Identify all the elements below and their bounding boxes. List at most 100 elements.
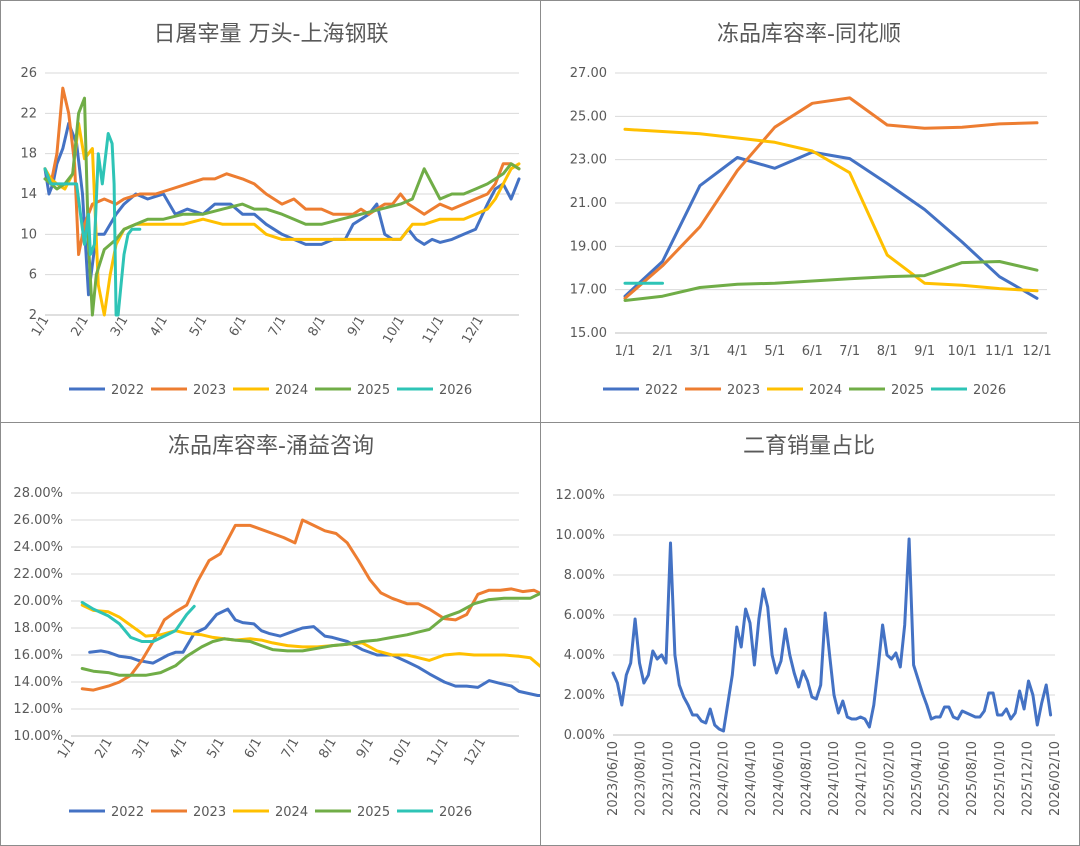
chart-title: 冻品库容率-涌益咨询: [168, 434, 374, 459]
series-line-2026: [80, 600, 196, 643]
x-tick-label: 2024/08/10: [799, 741, 814, 816]
x-tick-label: 2025/04/10: [910, 741, 925, 816]
series-line-2023: [43, 86, 521, 256]
x-tick-label: 5/1: [204, 736, 227, 762]
x-tick-label: 2023/12/10: [689, 741, 704, 816]
x-tick-label: 10/1: [387, 736, 415, 769]
x-tick-label: 7/1: [839, 344, 860, 359]
x-tick-label: 2024/02/10: [717, 741, 732, 816]
x-tick-label: 11/1: [985, 344, 1014, 359]
y-tick-label: 2: [29, 308, 37, 323]
legend-label: 2024: [275, 383, 308, 398]
y-tick-label: 22: [20, 106, 37, 121]
x-tick-label: 3/1: [689, 344, 710, 359]
x-tick-label: 11/1: [420, 314, 448, 347]
series-line-2026: [43, 132, 142, 317]
x-tick-label: 4/1: [167, 736, 190, 762]
legend-label: 2023: [193, 383, 226, 398]
x-tick-label: 2025/02/10: [882, 741, 897, 816]
y-tick-label: 8.00%: [564, 568, 605, 583]
x-tick-label: 8/1: [877, 344, 898, 359]
legend-label: 2024: [809, 383, 842, 398]
y-tick-label: 25.00: [570, 109, 607, 124]
y-tick-label: 21.00: [570, 196, 607, 211]
x-tick-label: 9/1: [345, 314, 368, 340]
x-tick-label: 6/1: [242, 736, 265, 762]
series-line-2024: [43, 121, 521, 317]
panel-reraise-share: 二育销量占比 0.00% 2.00% 4.00% 6.00% 8.00% 10.00% 12.…: [540, 422, 1080, 846]
x-tick-label: 3/1: [130, 736, 153, 762]
chart-title: 日屠宰量 万头-上海钢联: [154, 22, 389, 47]
legend-label: 2026: [973, 383, 1006, 398]
legend-label: 2025: [891, 383, 924, 398]
x-tick-label: 2024/04/10: [744, 741, 759, 816]
panel-frozen-ths: 冻品库容率-同花顺 15.00 17.00 19.00 21.00 23.00 25.00 2…: [540, 0, 1080, 423]
y-tick-label: 10.00%: [13, 729, 63, 744]
y-tick-label: 12.00%: [13, 702, 63, 717]
x-tick-label: 2023/08/10: [634, 741, 649, 816]
chart-title: 二育销量占比: [743, 434, 875, 459]
series-line-2023: [80, 518, 540, 692]
x-tick-label: 6/1: [802, 344, 823, 359]
series-line-2023: [623, 96, 1039, 300]
y-tick-label: 16.00%: [13, 648, 63, 663]
y-tick-label: 12.00%: [555, 488, 605, 503]
series-line-2022: [88, 607, 540, 697]
y-tick-label: 0.00%: [564, 728, 605, 743]
y-tick-label: 17.00: [570, 283, 607, 298]
x-tick-label: 10/1: [380, 314, 408, 347]
legend-label: 2022: [645, 383, 678, 398]
y-tick-label: 22.00%: [13, 567, 63, 582]
legend-label: 2022: [111, 383, 144, 398]
reraise-share-chart: 二育销量占比 0.00% 2.00% 4.00% 6.00% 8.00% 10.00% 12.…: [555, 434, 1063, 816]
y-tick-label: 18.00%: [13, 621, 63, 636]
x-tick-label: 12/1: [1022, 344, 1051, 359]
x-tick-label: 2025/12/10: [1020, 741, 1035, 816]
x-tick-label: 2/1: [652, 344, 673, 359]
y-tick-label: 15.00: [570, 326, 607, 341]
legend-label: 2025: [357, 805, 390, 820]
legend-label: 2023: [193, 805, 226, 820]
y-tick-label: 14: [20, 187, 37, 202]
y-tick-label: 26: [20, 66, 37, 81]
panel-frozen-yongyi: 冻品库容率-涌益咨询 10.00% 12.00% 14.00% 16.00% 18.00%…: [0, 422, 541, 846]
y-tick-label: 23.00: [570, 153, 607, 168]
x-tick-label: 10/1: [947, 344, 976, 359]
y-tick-label: 24.00%: [13, 540, 63, 555]
x-tick-label: 1/1: [615, 344, 636, 359]
legend-label: 2026: [439, 383, 472, 398]
x-tick-label: 6/1: [227, 314, 250, 340]
y-tick-label: 20.00%: [13, 594, 63, 609]
x-tick-label: 2026/02/10: [1048, 741, 1063, 816]
x-tick-label: 12/1: [462, 736, 490, 769]
y-tick-label: 28.00%: [13, 486, 63, 501]
series-line-2025: [80, 591, 540, 677]
legend-label: 2023: [727, 383, 760, 398]
x-tick-label: 3/1: [108, 314, 131, 340]
x-tick-label: 2025/10/10: [993, 741, 1008, 816]
x-tick-label: 2025/08/10: [965, 741, 980, 816]
y-tick-label: 26.00%: [13, 513, 63, 528]
series-line-2024: [623, 127, 1039, 293]
y-tick-label: 10: [20, 227, 37, 242]
legend-label: 2026: [439, 805, 472, 820]
x-tick-label: 2025/06/10: [938, 741, 953, 816]
legend-label: 2025: [357, 383, 390, 398]
y-tick-label: 2.00%: [564, 688, 605, 703]
x-tick-label: 2/1: [92, 736, 115, 762]
frozen-yongyi-chart: 冻品库容率-涌益咨询 10.00% 12.00% 14.00% 16.00% 18.00%…: [13, 434, 540, 820]
legend-label: 2024: [275, 805, 308, 820]
x-tick-label: 2024/10/10: [827, 741, 842, 816]
panel-slaughter: 日屠宰量 万头-上海钢联 2 6 10 14 18 22 26 1/1 2/1 3/1 4/1 5/1 6…: [0, 0, 541, 423]
x-tick-label: 7/1: [266, 314, 289, 340]
x-tick-label: 2023/06/10: [606, 741, 621, 816]
y-tick-label: 18: [20, 147, 37, 162]
y-tick-label: 6.00%: [564, 608, 605, 623]
x-tick-label: 4/1: [148, 314, 171, 340]
x-tick-label: 5/1: [187, 314, 210, 340]
legend-label: 2022: [111, 805, 144, 820]
series-line-2022: [623, 150, 1039, 300]
x-tick-label: 12/1: [459, 314, 487, 347]
